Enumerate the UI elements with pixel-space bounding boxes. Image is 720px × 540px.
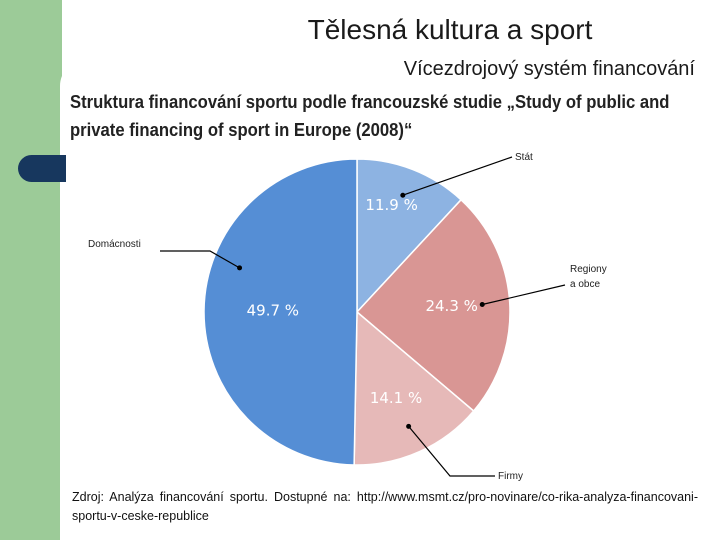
- value-label: 14.1 %: [370, 389, 422, 407]
- value-label: 11.9 %: [365, 196, 417, 214]
- value-label: 49.7 %: [247, 302, 299, 320]
- chart-title: Struktura financování sportu podle franc…: [70, 91, 670, 140]
- leader-dot: [479, 302, 485, 308]
- category-label: Firmy: [498, 471, 523, 482]
- pie-slice: [356, 158, 463, 314]
- category-label: Domácnosti: [88, 239, 141, 250]
- source-note: Zdroj: Analýza financování sportu. Dostu…: [72, 490, 698, 523]
- slide-subtitle: Vícezdrojový systém financování: [403, 58, 695, 80]
- pie-slice: [353, 310, 475, 466]
- side-tab: [18, 155, 66, 182]
- leader-line: [402, 156, 513, 196]
- leader-line: [408, 425, 495, 477]
- leader-dot: [406, 423, 412, 429]
- leader-dot: [400, 192, 406, 198]
- leader-dot: [237, 265, 243, 271]
- slide-title: Tělesná kultura a sport: [307, 14, 593, 45]
- pie-slice: [203, 158, 358, 466]
- pie-slice: [355, 198, 511, 413]
- category-label: Stát: [515, 152, 533, 163]
- side-strip: [0, 0, 62, 540]
- category-label: Regiony a obce: [570, 264, 607, 290]
- leader-line: [482, 284, 566, 306]
- value-label: 24.3 %: [425, 297, 477, 315]
- leader-line: [160, 250, 240, 269]
